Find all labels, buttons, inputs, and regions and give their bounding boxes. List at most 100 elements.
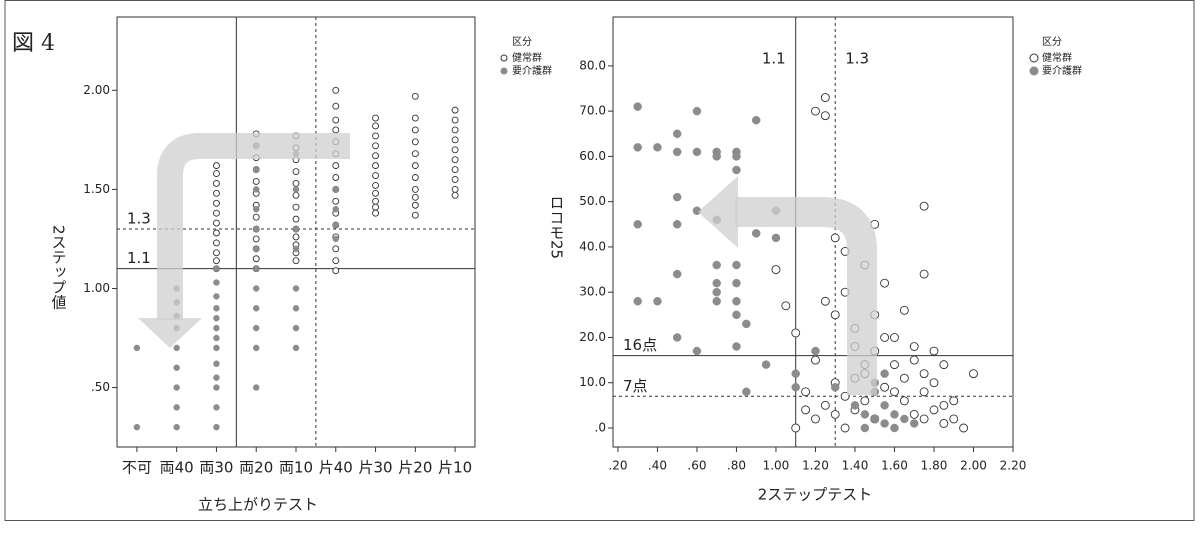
- point: [732, 310, 741, 320]
- point: [830, 233, 840, 243]
- arrows: [138, 133, 877, 395]
- point: [919, 201, 929, 211]
- x-tick-label: 両40: [160, 459, 194, 477]
- point: [811, 106, 820, 116]
- point: [133, 344, 141, 352]
- point: [712, 287, 721, 297]
- point: [411, 150, 419, 158]
- point: [411, 126, 419, 134]
- point: [292, 191, 300, 199]
- point: [292, 245, 300, 253]
- point: [633, 297, 642, 306]
- point: [771, 233, 781, 243]
- legend-marker: [1029, 53, 1039, 63]
- x-tick-label: 片40: [319, 459, 353, 477]
- point: [212, 199, 220, 207]
- point: [213, 293, 220, 300]
- point: [332, 102, 340, 110]
- point: [860, 423, 870, 433]
- point: [791, 328, 801, 338]
- y-tick-label: 2.00: [83, 83, 110, 97]
- x-tick-label: 1.40: [842, 459, 869, 473]
- point: [213, 334, 220, 342]
- x-tick-label: 両10: [279, 459, 313, 477]
- point: [451, 126, 459, 134]
- point: [860, 410, 870, 419]
- point: [820, 400, 830, 410]
- point: [292, 168, 300, 176]
- point: [890, 410, 899, 419]
- point: [771, 265, 781, 275]
- point: [791, 423, 801, 433]
- point: [899, 396, 909, 406]
- legend-label: 健常群: [1042, 51, 1072, 64]
- point: [252, 178, 260, 185]
- point: [133, 423, 141, 431]
- point: [692, 147, 702, 157]
- point: [332, 197, 340, 205]
- point: [292, 203, 300, 211]
- point: [870, 414, 879, 424]
- point: [742, 319, 751, 329]
- y-axis-title: 2ステップ値: [50, 225, 68, 310]
- point: [252, 166, 260, 173]
- x-tick-label: 両20: [239, 459, 273, 477]
- point: [252, 213, 260, 221]
- legend-marker: [500, 54, 508, 62]
- reference-label: 1.1: [127, 249, 151, 267]
- point: [969, 369, 978, 379]
- arrow: [735, 197, 877, 395]
- point: [411, 185, 419, 193]
- point: [880, 382, 890, 392]
- point: [451, 116, 459, 124]
- point: [292, 186, 300, 193]
- point: [929, 378, 939, 388]
- legend-marker: [500, 67, 508, 75]
- x-tick-label: 片20: [398, 459, 432, 477]
- point: [830, 383, 840, 392]
- x-tick-label: .60: [687, 459, 706, 473]
- point: [712, 152, 721, 161]
- point: [451, 176, 459, 183]
- point: [900, 414, 909, 424]
- x-tick-label: 両30: [199, 459, 233, 477]
- x-axis-title: 立ち上がりテスト: [198, 496, 318, 514]
- point: [751, 229, 761, 238]
- point: [252, 285, 260, 292]
- legend-marker: [1029, 66, 1039, 76]
- point: [213, 423, 220, 431]
- point: [372, 122, 380, 130]
- legend-label: 要介護群: [512, 64, 552, 77]
- point: [811, 355, 820, 365]
- point: [712, 260, 721, 270]
- point: [451, 136, 459, 144]
- x-tick-label: .80: [727, 459, 746, 473]
- point: [890, 360, 899, 370]
- point: [252, 186, 260, 193]
- plot-area: [612, 16, 1014, 448]
- point: [213, 324, 220, 332]
- reference-label: 7点: [623, 377, 648, 395]
- point: [332, 221, 340, 229]
- point: [949, 396, 959, 406]
- point: [633, 220, 642, 229]
- point: [411, 193, 419, 201]
- x-tick-label: 1.80: [921, 459, 948, 473]
- point: [919, 369, 929, 379]
- point: [781, 301, 791, 311]
- point: [292, 215, 300, 223]
- point: [213, 374, 220, 381]
- point: [372, 181, 380, 189]
- x-tick-label: 1.20: [802, 459, 829, 473]
- legend-label: 要介護群: [1042, 64, 1082, 77]
- point: [451, 166, 459, 174]
- point: [820, 111, 830, 121]
- point: [732, 297, 741, 306]
- point: [372, 162, 380, 170]
- point: [939, 400, 949, 410]
- point: [173, 344, 180, 352]
- point: [213, 279, 220, 286]
- point: [292, 305, 300, 312]
- point: [212, 189, 220, 197]
